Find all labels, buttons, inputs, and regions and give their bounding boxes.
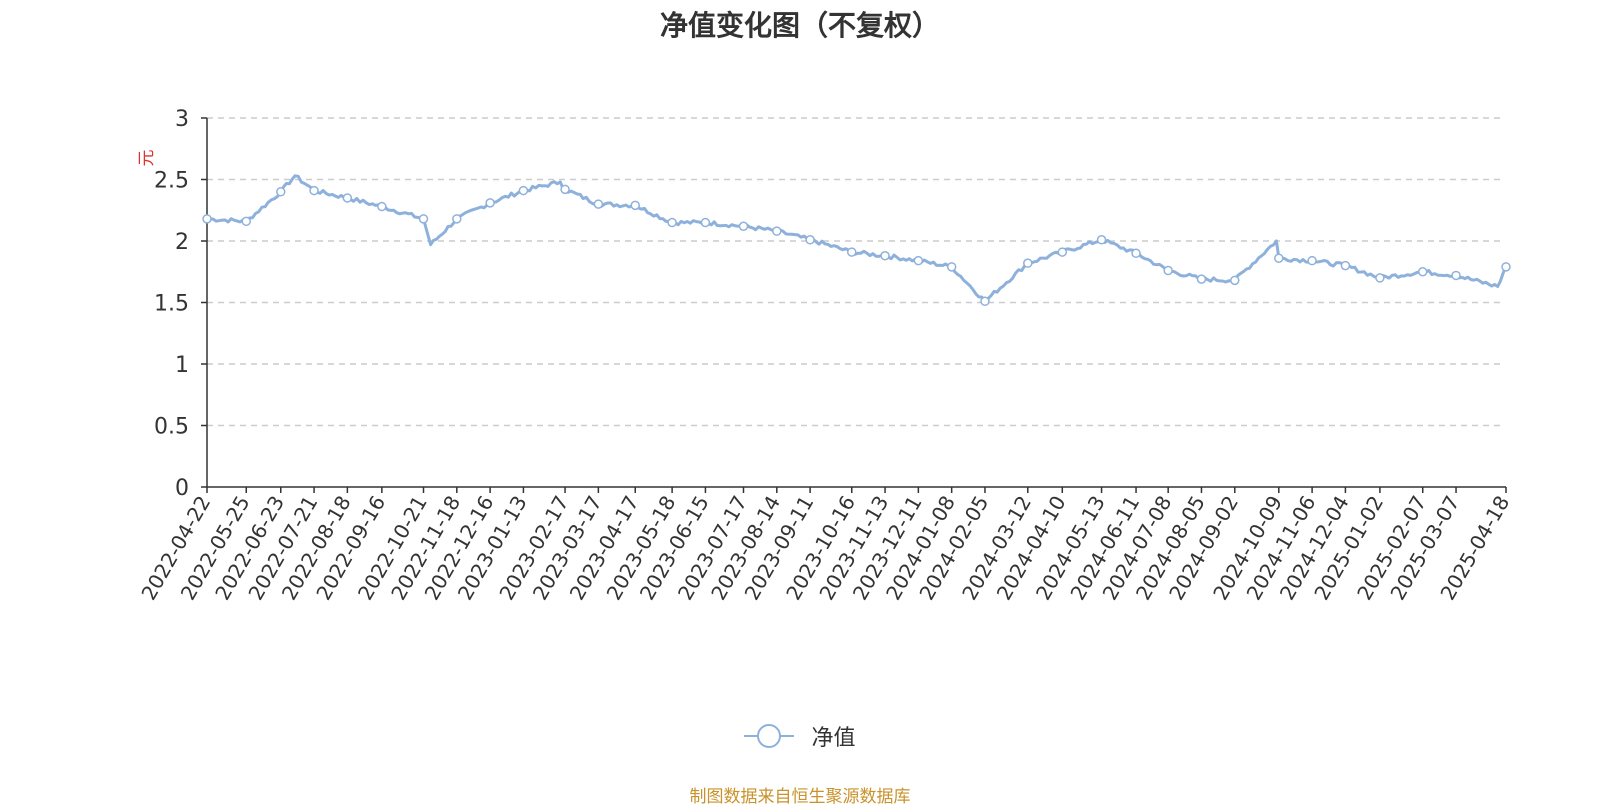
data-point[interactable] [1340, 260, 1351, 271]
data-point[interactable] [560, 184, 570, 195]
data-point[interactable] [846, 247, 857, 257]
y-tick-label: 0.5 [154, 415, 189, 440]
data-point[interactable] [946, 262, 957, 272]
data-point[interactable] [1375, 273, 1385, 283]
data-point[interactable] [1023, 258, 1033, 268]
y-tick-label: 2 [175, 230, 189, 255]
legend[interactable]: 净值 [0, 720, 1600, 752]
x-tick-labels: 2022-04-222022-05-252022-06-232022-07-21… [136, 491, 1514, 604]
data-point[interactable] [700, 217, 711, 228]
legend-marker-icon [744, 724, 795, 748]
data-point[interactable] [772, 226, 782, 236]
y-tick-labels: 0 0.5 1 1.5 2 2.5 3 [154, 107, 189, 501]
grid-lines [207, 117, 1500, 427]
series-net-value [202, 174, 1511, 307]
data-point[interactable] [738, 221, 749, 231]
data-point[interactable] [1451, 270, 1461, 281]
data-point[interactable] [1230, 275, 1240, 286]
data-point[interactable] [880, 251, 890, 261]
data-point[interactable] [913, 255, 924, 266]
data-point[interactable] [1163, 265, 1173, 276]
data-point[interactable] [980, 296, 990, 307]
data-point[interactable] [1501, 262, 1511, 272]
data-point[interactable] [630, 200, 640, 211]
y-axis-label: 元 [137, 150, 157, 167]
data-point[interactable] [1096, 235, 1107, 245]
data-point[interactable] [518, 185, 529, 196]
y-tick-label: 3 [175, 107, 189, 132]
data-point[interactable] [485, 198, 495, 208]
data-point[interactable] [667, 217, 677, 228]
data-point[interactable] [1307, 255, 1317, 266]
source-note: 制图数据来自恒生聚源数据库 [689, 787, 911, 807]
y-tick-label: 0 [175, 476, 189, 501]
y-tick-label: 2.5 [154, 169, 189, 194]
chart-title: 净值变化图（不复权） [659, 9, 940, 42]
axes [201, 117, 1507, 493]
series-line [206, 174, 1508, 303]
data-point[interactable] [241, 216, 252, 227]
y-tick-label: 1.5 [154, 292, 189, 317]
data-point[interactable] [1131, 248, 1141, 259]
data-point[interactable] [377, 201, 387, 212]
data-point[interactable] [342, 193, 353, 203]
legend-label: 净值 [811, 726, 856, 751]
data-point[interactable] [1196, 274, 1207, 284]
data-point[interactable] [452, 214, 462, 224]
data-point[interactable] [202, 214, 212, 224]
data-point[interactable] [1274, 253, 1284, 263]
data-point[interactable] [805, 235, 815, 245]
y-tick-label: 1 [175, 353, 189, 378]
data-point[interactable] [309, 185, 319, 196]
data-point[interactable] [276, 187, 286, 197]
data-point[interactable] [593, 199, 604, 209]
data-point[interactable] [1417, 267, 1428, 277]
data-point[interactable] [418, 214, 429, 224]
data-point[interactable] [1057, 247, 1068, 257]
